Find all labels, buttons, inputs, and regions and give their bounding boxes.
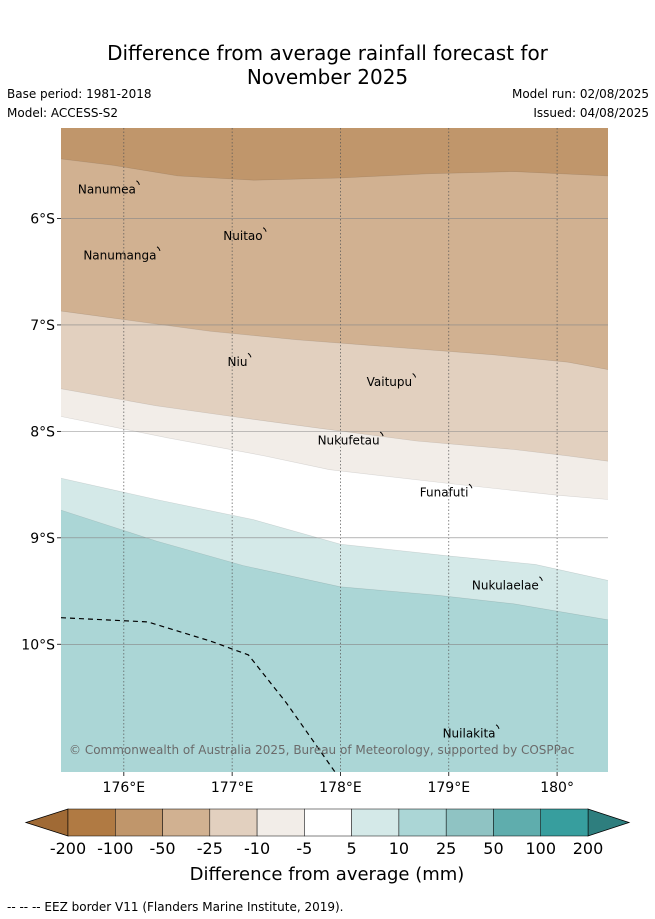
colorbar-swatch (493, 808, 541, 837)
colorbar-tick-label: -50 (149, 839, 175, 858)
colorbar-swatch (256, 808, 305, 837)
colorbar-tick-label: -25 (197, 839, 223, 858)
issued-label: Issued: 04/08/2025 (533, 106, 649, 120)
colorbar-swatch (398, 808, 447, 837)
colorbar-label: Difference from average (mm) (190, 864, 465, 885)
colorbar-swatch (351, 808, 400, 837)
place-label: Nukufetau (318, 434, 380, 448)
lon-tick-label: 180° (540, 780, 574, 796)
place-label: Nuitao (223, 229, 262, 243)
island-shape (379, 431, 384, 437)
colorbar-tick-label: -100 (97, 839, 133, 858)
island-shape (247, 352, 252, 358)
rainfall-zones (61, 128, 608, 772)
place-label: Funafuti (420, 486, 469, 500)
colorbar-tick-label: -10 (244, 839, 270, 858)
zone-boundary (61, 388, 608, 462)
lon-tick-label: 179°E (427, 780, 470, 796)
colorbar-tick-label: -5 (296, 839, 312, 858)
island-shape (156, 246, 161, 252)
eez-line (61, 617, 336, 772)
colorbar-under-arrow (24, 808, 69, 837)
places: Nanumea Nuitao Nanumanga Niu Vaitupu Nukufeta… (78, 180, 543, 740)
lat-tick-label: 8°S (30, 424, 55, 440)
lat-tick-label: 6°S (30, 211, 55, 227)
place-label: Nanumanga (83, 248, 156, 262)
island-shape (495, 724, 500, 729)
rainfall-map: Nanumea Nuitao Nanumanga Niu Vaitupu Nukufeta… (21, 128, 608, 796)
island-shape (136, 180, 140, 186)
island-shape (412, 373, 417, 378)
place-label: Vaitupu (367, 375, 413, 389)
island-shape (468, 483, 473, 489)
colorbar-tick-label: 100 (525, 839, 556, 858)
lat-tick-label: 10°S (21, 637, 55, 653)
rainfall-zone (61, 128, 608, 181)
lat-tick-label: 7°S (30, 318, 55, 334)
place-label: Nuilakita (443, 726, 496, 740)
lon-tick-label: 176°E (103, 780, 146, 796)
lat-tick-label: 9°S (30, 531, 55, 547)
copyright-text: © Commonwealth of Australia 2025, Bureau… (69, 743, 574, 757)
colorbar-swatch (209, 808, 258, 837)
colorbar-swatch (115, 808, 163, 837)
model-label: Model: ACCESS-S2 (7, 106, 119, 120)
colorbar-over-arrow (587, 808, 631, 837)
zone-boundary (61, 416, 608, 500)
colorbar-tick-label: 10 (389, 839, 409, 858)
place-label: Nanumea (78, 182, 136, 196)
model-run-label: Model run: 02/08/2025 (511, 87, 649, 101)
colorbar-tick-label: 200 (573, 839, 604, 858)
map-title: Difference from average rainfall forecas… (0, 41, 655, 89)
colorbar-swatch (540, 808, 589, 837)
island-shape (262, 227, 267, 232)
axis-ticks: 176°E 177°E 178°E 179°E 180° 6°S 7°S 8°S 9°S 10°S (21, 211, 574, 796)
graticule (61, 128, 608, 772)
place-label: Nukulaelae (472, 578, 539, 592)
colorbar-tick-label: -200 (50, 839, 86, 858)
colorbar-swatch (162, 808, 211, 837)
lon-tick-label: 178°E (319, 780, 362, 796)
colorbar-tick-label: 50 (483, 839, 503, 858)
zone-boundary (61, 310, 608, 370)
colorbar-tick-label: 5 (347, 839, 357, 858)
title-line-1: Difference from average rainfall forecas… (107, 41, 548, 65)
zone-boundary (61, 477, 608, 581)
eez-legend-note: -- -- -- EEZ border V11 (Flanders Marine… (7, 900, 344, 914)
colorbar-swatch (304, 808, 352, 837)
eez-border (61, 617, 336, 772)
rainfall-zone (61, 128, 608, 370)
base-period-label: Base period: 1981-2018 (7, 87, 152, 101)
lon-tick-label: 177°E (211, 780, 254, 796)
colorbar-swatch (445, 808, 494, 837)
island-shape (539, 576, 543, 581)
colorbar-swatch (67, 808, 116, 837)
colorbar-tick-label: 25 (436, 839, 456, 858)
place-label: Niu (228, 355, 248, 369)
title-line-2: November 2025 (246, 65, 409, 89)
